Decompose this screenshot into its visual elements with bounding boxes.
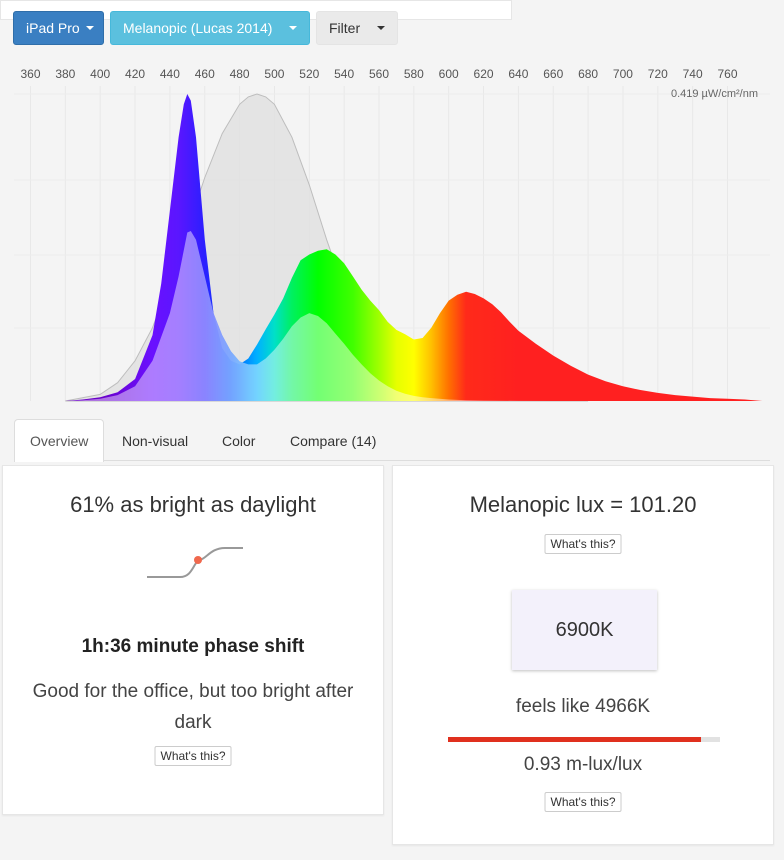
x-tick-label: 700 (613, 67, 633, 81)
tab-bar: Overview Non-visual Color Compare (14) (14, 419, 770, 462)
advice-text: Good for the office, but too bright afte… (32, 681, 354, 733)
melanopic-lux-headline: Melanopic lux = 101.20 (469, 492, 697, 517)
tab-compare[interactable]: Compare (14) (290, 432, 377, 449)
x-tick-label: 540 (334, 67, 354, 81)
x-tick-label: 580 (404, 67, 424, 81)
x-tick-label: 640 (508, 67, 528, 81)
cct-value: 6900K (555, 618, 614, 641)
whats-this-button[interactable]: What's this? (544, 534, 622, 554)
x-axis-ticks: 360 380 400 420 440 460 480 500 520 540 560 580 600 6… (20, 67, 737, 81)
x-tick-label: 680 (578, 67, 598, 81)
brightness-headline: 61% as bright as daylight (70, 492, 316, 517)
feels-like-bar (448, 737, 720, 742)
whats-this-button[interactable]: What's this? (544, 792, 622, 812)
x-tick-label: 660 (543, 67, 563, 81)
caret-down-icon (377, 26, 385, 30)
x-tick-label: 400 (90, 67, 110, 81)
x-tick-label: 460 (195, 67, 215, 81)
feels-like-text: feels like 4966K (515, 696, 651, 717)
feels-like-bar-fill (448, 737, 701, 742)
x-tick-label: 560 (369, 67, 389, 81)
tab-color[interactable]: Color (222, 432, 256, 449)
phase-shift-text: 1h:36 minute phase shift (81, 636, 305, 657)
x-tick-label: 520 (299, 67, 319, 81)
tab-non-visual[interactable]: Non-visual (122, 432, 189, 449)
x-tick-label: 360 (20, 67, 40, 81)
device-dropdown-label: iPad Pro (26, 20, 80, 36)
model-dropdown-button[interactable]: Melanopic (Lucas 2014) (110, 11, 310, 45)
melanopic-weighted-wash (65, 231, 554, 401)
melanopic-panel: Melanopic lux = 101.20 What's this? 6900… (392, 465, 774, 845)
tab-overview[interactable]: Overview (14, 419, 105, 462)
overview-panel: 61% as bright as daylight 1h:36 minute p… (2, 465, 384, 815)
x-tick-label: 380 (55, 67, 75, 81)
x-tick-label: 760 (717, 67, 737, 81)
whats-this-button[interactable]: What's this? (154, 746, 232, 766)
ratio-text: 0.93 m-lux/lux (523, 754, 643, 775)
peak-value-label: 0.419 µW/cm²/nm (671, 88, 758, 100)
x-tick-label: 480 (230, 67, 250, 81)
spectrum-chart: 360 380 400 420 440 460 480 500 520 540 560 580 600 6… (14, 67, 770, 402)
x-tick-label: 720 (648, 67, 668, 81)
device-dropdown-button[interactable]: iPad Pro (13, 11, 104, 45)
x-tick-label: 440 (160, 67, 180, 81)
filter-dropdown-label: Filter (329, 20, 361, 36)
filter-dropdown-button[interactable]: Filter (316, 11, 398, 45)
caret-down-icon (289, 26, 297, 30)
melanopic-weighted-area (65, 231, 554, 401)
caret-down-icon (85, 26, 94, 30)
cct-swatch: 6900K (512, 590, 657, 670)
x-tick-label: 740 (683, 67, 703, 81)
x-tick-label: 620 (474, 67, 494, 81)
model-dropdown-label: Melanopic (Lucas 2014) (123, 20, 273, 36)
x-tick-label: 500 (264, 67, 284, 81)
x-tick-label: 420 (125, 67, 145, 81)
x-tick-label: 600 (439, 67, 459, 81)
phase-curve-icon (147, 547, 243, 578)
